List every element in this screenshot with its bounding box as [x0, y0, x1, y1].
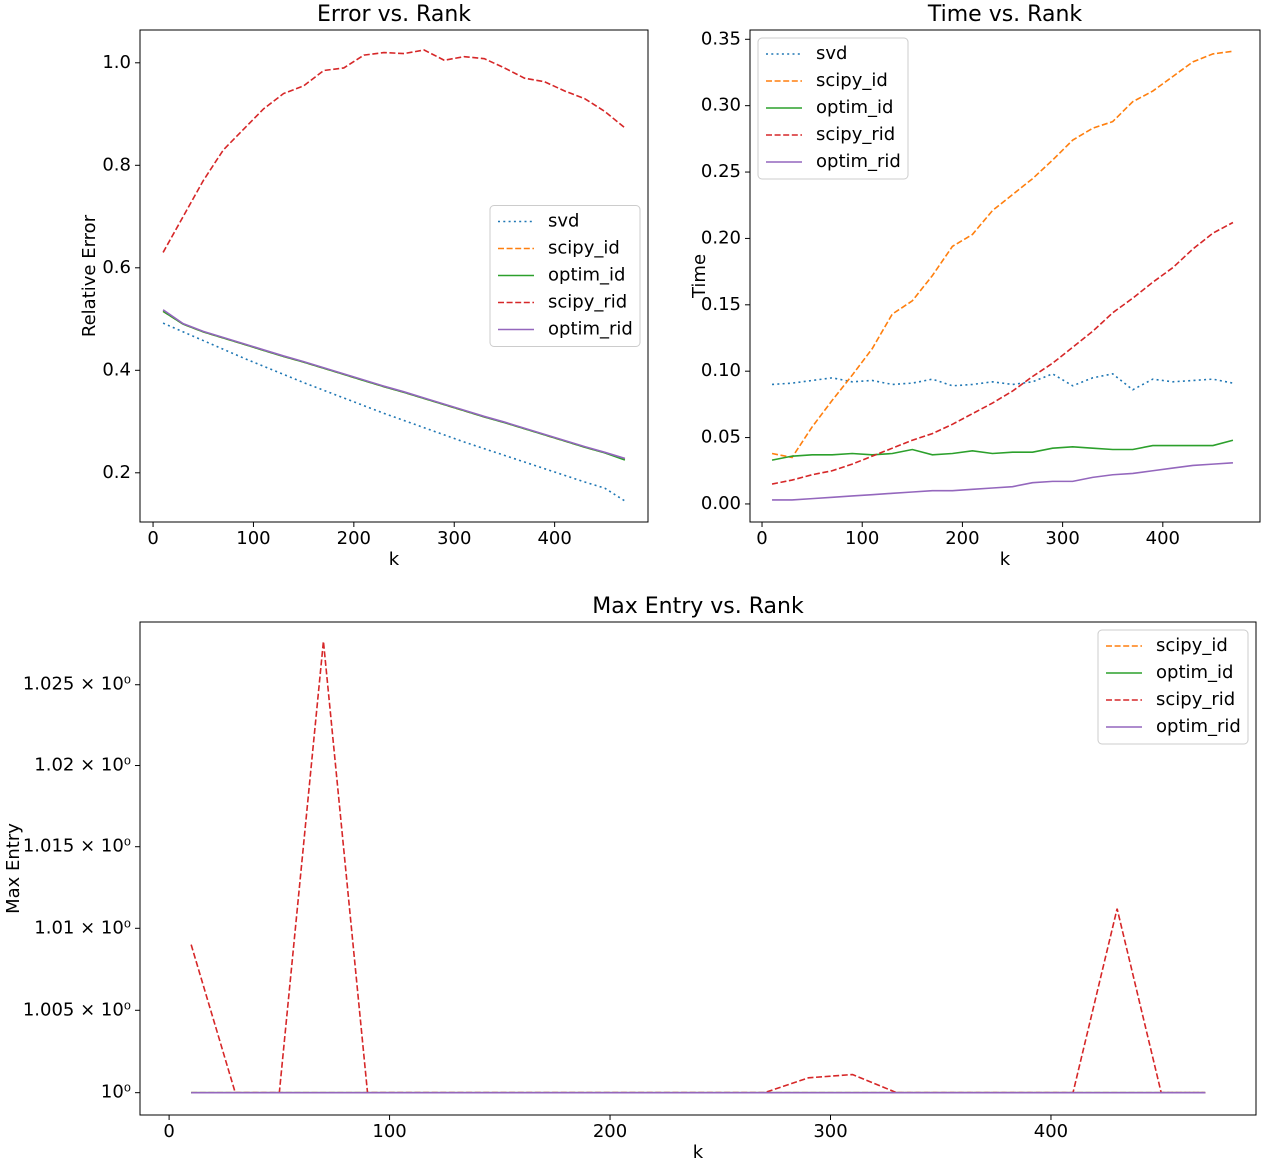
y-tick-label: 0.05	[701, 427, 741, 448]
x-tick-label: 200	[337, 528, 371, 549]
y-tick-label: 0.00	[701, 493, 741, 514]
x-axis-label: k	[693, 1142, 704, 1163]
legend-label: svd	[816, 43, 847, 64]
y-tick-label: 0.6	[102, 257, 131, 278]
plot-frame	[139, 621, 1257, 1116]
y-tick-label: 0.25	[701, 161, 741, 182]
y-tick-label: 1.0	[102, 52, 131, 73]
legend-label: scipy_id	[1156, 635, 1228, 656]
y-tick-label: 1.02 × 10⁰	[34, 755, 131, 776]
x-tick-label: 100	[372, 1121, 406, 1142]
legend-box	[1097, 629, 1249, 745]
legend-label: optim_id	[548, 265, 625, 286]
x-tick-label: 300	[437, 528, 471, 549]
legend-label: scipy_rid	[548, 292, 627, 313]
legend-label: optim_id	[816, 97, 893, 118]
legend-label: scipy_rid	[1156, 689, 1235, 710]
x-tick-label: 400	[537, 528, 571, 549]
legend-label: optim_rid	[1156, 716, 1241, 737]
y-axis-label: Relative Error	[79, 214, 100, 337]
series-line	[771, 372, 1234, 391]
x-axis-label: k	[389, 549, 400, 570]
x-tick-label: 400	[1146, 528, 1180, 549]
x-tick-label: 400	[1034, 1121, 1068, 1142]
x-tick-label: 200	[945, 528, 979, 549]
y-tick-label: 0.35	[701, 28, 741, 49]
x-tick-label: 200	[593, 1121, 627, 1142]
y-tick-label: 1.015 × 10⁰	[23, 836, 131, 857]
y-axis-label: Max Entry	[3, 823, 24, 914]
series-line	[190, 641, 1206, 1094]
y-tick-label: 0.15	[701, 294, 741, 315]
x-tick-label: 100	[845, 528, 879, 549]
x-tick-label: 0	[756, 528, 767, 549]
x-tick-label: 100	[236, 528, 270, 549]
legend-label: svd	[548, 211, 579, 232]
legend-box	[489, 205, 641, 347]
y-tick-label: 0.2	[102, 462, 131, 483]
legend-label: optim_id	[1156, 662, 1233, 683]
y-tick-label: 1.005 × 10⁰	[23, 999, 131, 1020]
chart-title: Time vs. Rank	[927, 2, 1083, 27]
y-tick-label: 0.8	[102, 154, 131, 175]
x-tick-label: 0	[163, 1121, 174, 1142]
y-tick-label: 0.30	[701, 95, 741, 116]
x-axis-label: k	[1000, 549, 1011, 570]
y-tick-label: 0.10	[701, 360, 741, 381]
chart-title: Error vs. Rank	[317, 2, 471, 27]
series-line	[162, 309, 626, 460]
y-tick-label: 1.01 × 10⁰	[34, 917, 131, 938]
legend-label: optim_rid	[816, 151, 901, 172]
x-tick-label: 300	[813, 1121, 847, 1142]
y-axis-label: Time	[689, 254, 710, 299]
legend-label: scipy_id	[816, 70, 888, 91]
series-line	[771, 50, 1234, 459]
y-tick-label: 1.025 × 10⁰	[23, 674, 131, 695]
x-tick-label: 0	[147, 528, 158, 549]
series-line	[771, 221, 1234, 485]
series-line	[771, 439, 1234, 461]
series-line	[162, 49, 626, 253]
y-tick-label: 10⁰	[101, 1082, 131, 1103]
legend-label: optim_rid	[548, 319, 633, 340]
legend-box	[757, 37, 909, 180]
y-tick-label: 0.4	[102, 359, 131, 380]
x-tick-label: 300	[1045, 528, 1079, 549]
legend-label: scipy_id	[548, 238, 620, 259]
legend-label: scipy_rid	[816, 124, 895, 145]
series-line	[162, 322, 626, 502]
y-tick-label: 0.20	[701, 227, 741, 248]
series-line	[772, 461, 1234, 501]
plot-frame	[139, 29, 649, 523]
plot-frame	[749, 29, 1261, 523]
chart-title: Max Entry vs. Rank	[592, 594, 804, 619]
